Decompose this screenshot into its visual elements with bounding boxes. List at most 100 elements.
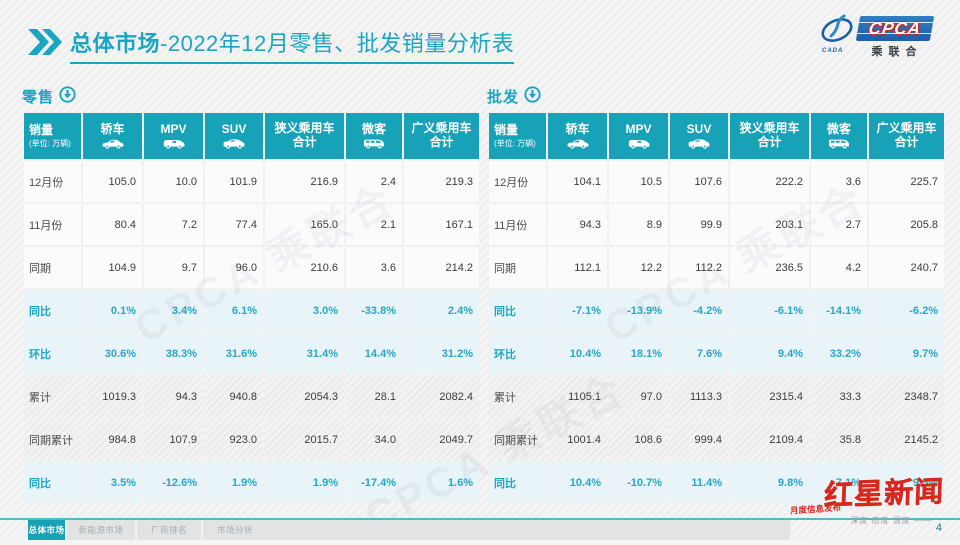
wholesale-label-row: 批发 xyxy=(487,85,935,108)
column-header-sedan: 轿车 xyxy=(83,113,142,159)
value-cell: 80.4 xyxy=(83,204,142,245)
page-title: 总体市场-2022年12月零售、批发销量分析表 xyxy=(70,26,515,64)
page-title-rest: -2022年12月零售、批发销量分析表 xyxy=(160,31,515,56)
value-cell: 1019.3 xyxy=(83,376,142,417)
value-cell: 10.0 xyxy=(144,161,203,202)
wholesale-table: 销量 (单位: 万辆) 轿车 MPV SUV 狭义乘用车 合计 微客 广义乘用车 合计 12月份 10… xyxy=(487,111,946,505)
value-cell: -6.1% xyxy=(730,290,809,331)
retail-table: 销量 (单位: 万辆) 轿车 MPV SUV 狭义乘用车 合计 微客 广义乘用车 合计 12月份 10… xyxy=(22,111,481,505)
column-header-minibus: 微客 xyxy=(346,113,402,159)
value-cell: 236.5 xyxy=(730,247,809,288)
value-cell: 11.4% xyxy=(670,462,728,503)
column-header-total: 广义乘用车 合计 xyxy=(404,113,479,159)
value-cell: 2315.4 xyxy=(730,376,809,417)
value-cell: 2.4% xyxy=(404,290,479,331)
value-cell: -7.1% xyxy=(811,462,867,503)
table-row: 同比 3.5% -12.6% 1.9% 1.9% -17.4% 1.6% xyxy=(24,462,479,503)
sedan-icon xyxy=(567,140,589,149)
value-cell: 225.7 xyxy=(869,161,944,202)
row-label: 同期累计 xyxy=(489,419,546,460)
table-header-row: 销量 (单位: 万辆) 轿车 MPV SUV 狭义乘用车 合计 微客 广义乘用车 合计 xyxy=(24,113,479,159)
row-label: 同比 xyxy=(24,462,81,503)
tab-nev-market[interactable]: 新能源市场 xyxy=(67,520,135,540)
column-header-total: 狭义乘用车 合计 xyxy=(730,113,809,159)
value-cell: 112.2 xyxy=(670,247,728,288)
page-number: 4 xyxy=(935,522,942,534)
mpv-icon xyxy=(163,140,185,149)
value-cell: 167.1 xyxy=(404,204,479,245)
chenglianhui-text: 乘联合 xyxy=(871,46,923,58)
value-cell: 7.6% xyxy=(670,333,728,374)
value-cell: 210.6 xyxy=(265,247,344,288)
value-cell: 14.4% xyxy=(346,333,402,374)
tab-oem-ranking[interactable]: 厂商排名 xyxy=(137,520,201,540)
minibus-icon xyxy=(364,139,384,149)
value-cell: 30.6% xyxy=(83,333,142,374)
cpca-swoosh-icon xyxy=(818,12,856,55)
value-cell: 205.8 xyxy=(869,204,944,245)
column-header-suv: SUV xyxy=(670,113,728,159)
value-cell: 2054.3 xyxy=(265,376,344,417)
row-label: 累计 xyxy=(489,376,546,417)
row-label: 12月份 xyxy=(489,161,546,202)
table-row: 同期累计 984.8 107.9 923.0 2015.7 34.0 2049.7 xyxy=(24,419,479,460)
tab-market-analysis[interactable]: 市场分析 xyxy=(203,520,790,540)
value-cell: 18.1% xyxy=(609,333,668,374)
table-row: 累计 1105.1 97.0 1113.3 2315.4 33.3 2348.7 xyxy=(489,376,944,417)
value-cell: 1.6% xyxy=(404,462,479,503)
suv-icon xyxy=(223,139,245,149)
value-cell: 35.8 xyxy=(811,419,867,460)
column-header-sales: 销量 (单位: 万辆) xyxy=(24,113,81,159)
table-row: 12月份 104.1 10.5 107.6 222.2 3.6 225.7 xyxy=(489,161,944,202)
value-cell: 28.1 xyxy=(346,376,402,417)
table-row: 同期 104.9 9.7 96.0 210.6 3.6 214.2 xyxy=(24,247,479,288)
table-row: 同比 10.4% -10.7% 11.4% 9.8% -7.1% 9.5% xyxy=(489,462,944,503)
value-cell: 3.0% xyxy=(265,290,344,331)
value-cell: 96.0 xyxy=(205,247,263,288)
value-cell: 214.2 xyxy=(404,247,479,288)
row-label: 11月份 xyxy=(489,204,546,245)
value-cell: 2.1 xyxy=(346,204,402,245)
value-cell: 1113.3 xyxy=(670,376,728,417)
value-cell: 9.7% xyxy=(869,333,944,374)
column-header-sedan: 轿车 xyxy=(548,113,607,159)
circle-down-arrow-icon xyxy=(59,85,76,108)
value-cell: 4.2 xyxy=(811,247,867,288)
value-cell: 108.6 xyxy=(609,419,668,460)
column-header-sales: 销量 (单位: 万辆) xyxy=(489,113,546,159)
value-cell: 10.4% xyxy=(548,333,607,374)
value-cell: 9.5% xyxy=(869,462,944,503)
cada-label: CADA xyxy=(822,48,844,54)
sedan-icon xyxy=(102,140,124,149)
column-header-mpv: MPV xyxy=(144,113,203,159)
value-cell: 6.1% xyxy=(205,290,263,331)
value-cell: 3.5% xyxy=(83,462,142,503)
value-cell: 2.7 xyxy=(811,204,867,245)
tab-overall-market[interactable]: 总体市场 xyxy=(28,520,65,540)
table-row: 11月份 94.3 8.9 99.9 203.1 2.7 205.8 xyxy=(489,204,944,245)
column-header-suv: SUV xyxy=(205,113,263,159)
value-cell: 10.4% xyxy=(548,462,607,503)
value-cell: -10.7% xyxy=(609,462,668,503)
value-cell: 2049.7 xyxy=(404,419,479,460)
value-cell: 3.6 xyxy=(346,247,402,288)
retail-label: 零售 xyxy=(22,89,55,106)
row-label: 同比 xyxy=(489,290,546,331)
column-header-total: 广义乘用车 合计 xyxy=(869,113,944,159)
table-row: 环比 10.4% 18.1% 7.6% 9.4% 33.2% 9.7% xyxy=(489,333,944,374)
value-cell: 105.0 xyxy=(83,161,142,202)
value-cell: 203.1 xyxy=(730,204,809,245)
value-cell: 31.2% xyxy=(404,333,479,374)
value-cell: 31.4% xyxy=(265,333,344,374)
value-cell: 7.2 xyxy=(144,204,203,245)
value-cell: 94.3 xyxy=(144,376,203,417)
value-cell: 104.9 xyxy=(83,247,142,288)
row-label: 同期 xyxy=(24,247,81,288)
table-row: 环比 30.6% 38.3% 31.6% 31.4% 14.4% 31.2% xyxy=(24,333,479,374)
value-cell: -6.2% xyxy=(869,290,944,331)
value-cell: 97.0 xyxy=(609,376,668,417)
cpca-logo-box: CPCA xyxy=(855,16,935,41)
value-cell: -14.1% xyxy=(811,290,867,331)
value-cell: -33.8% xyxy=(346,290,402,331)
